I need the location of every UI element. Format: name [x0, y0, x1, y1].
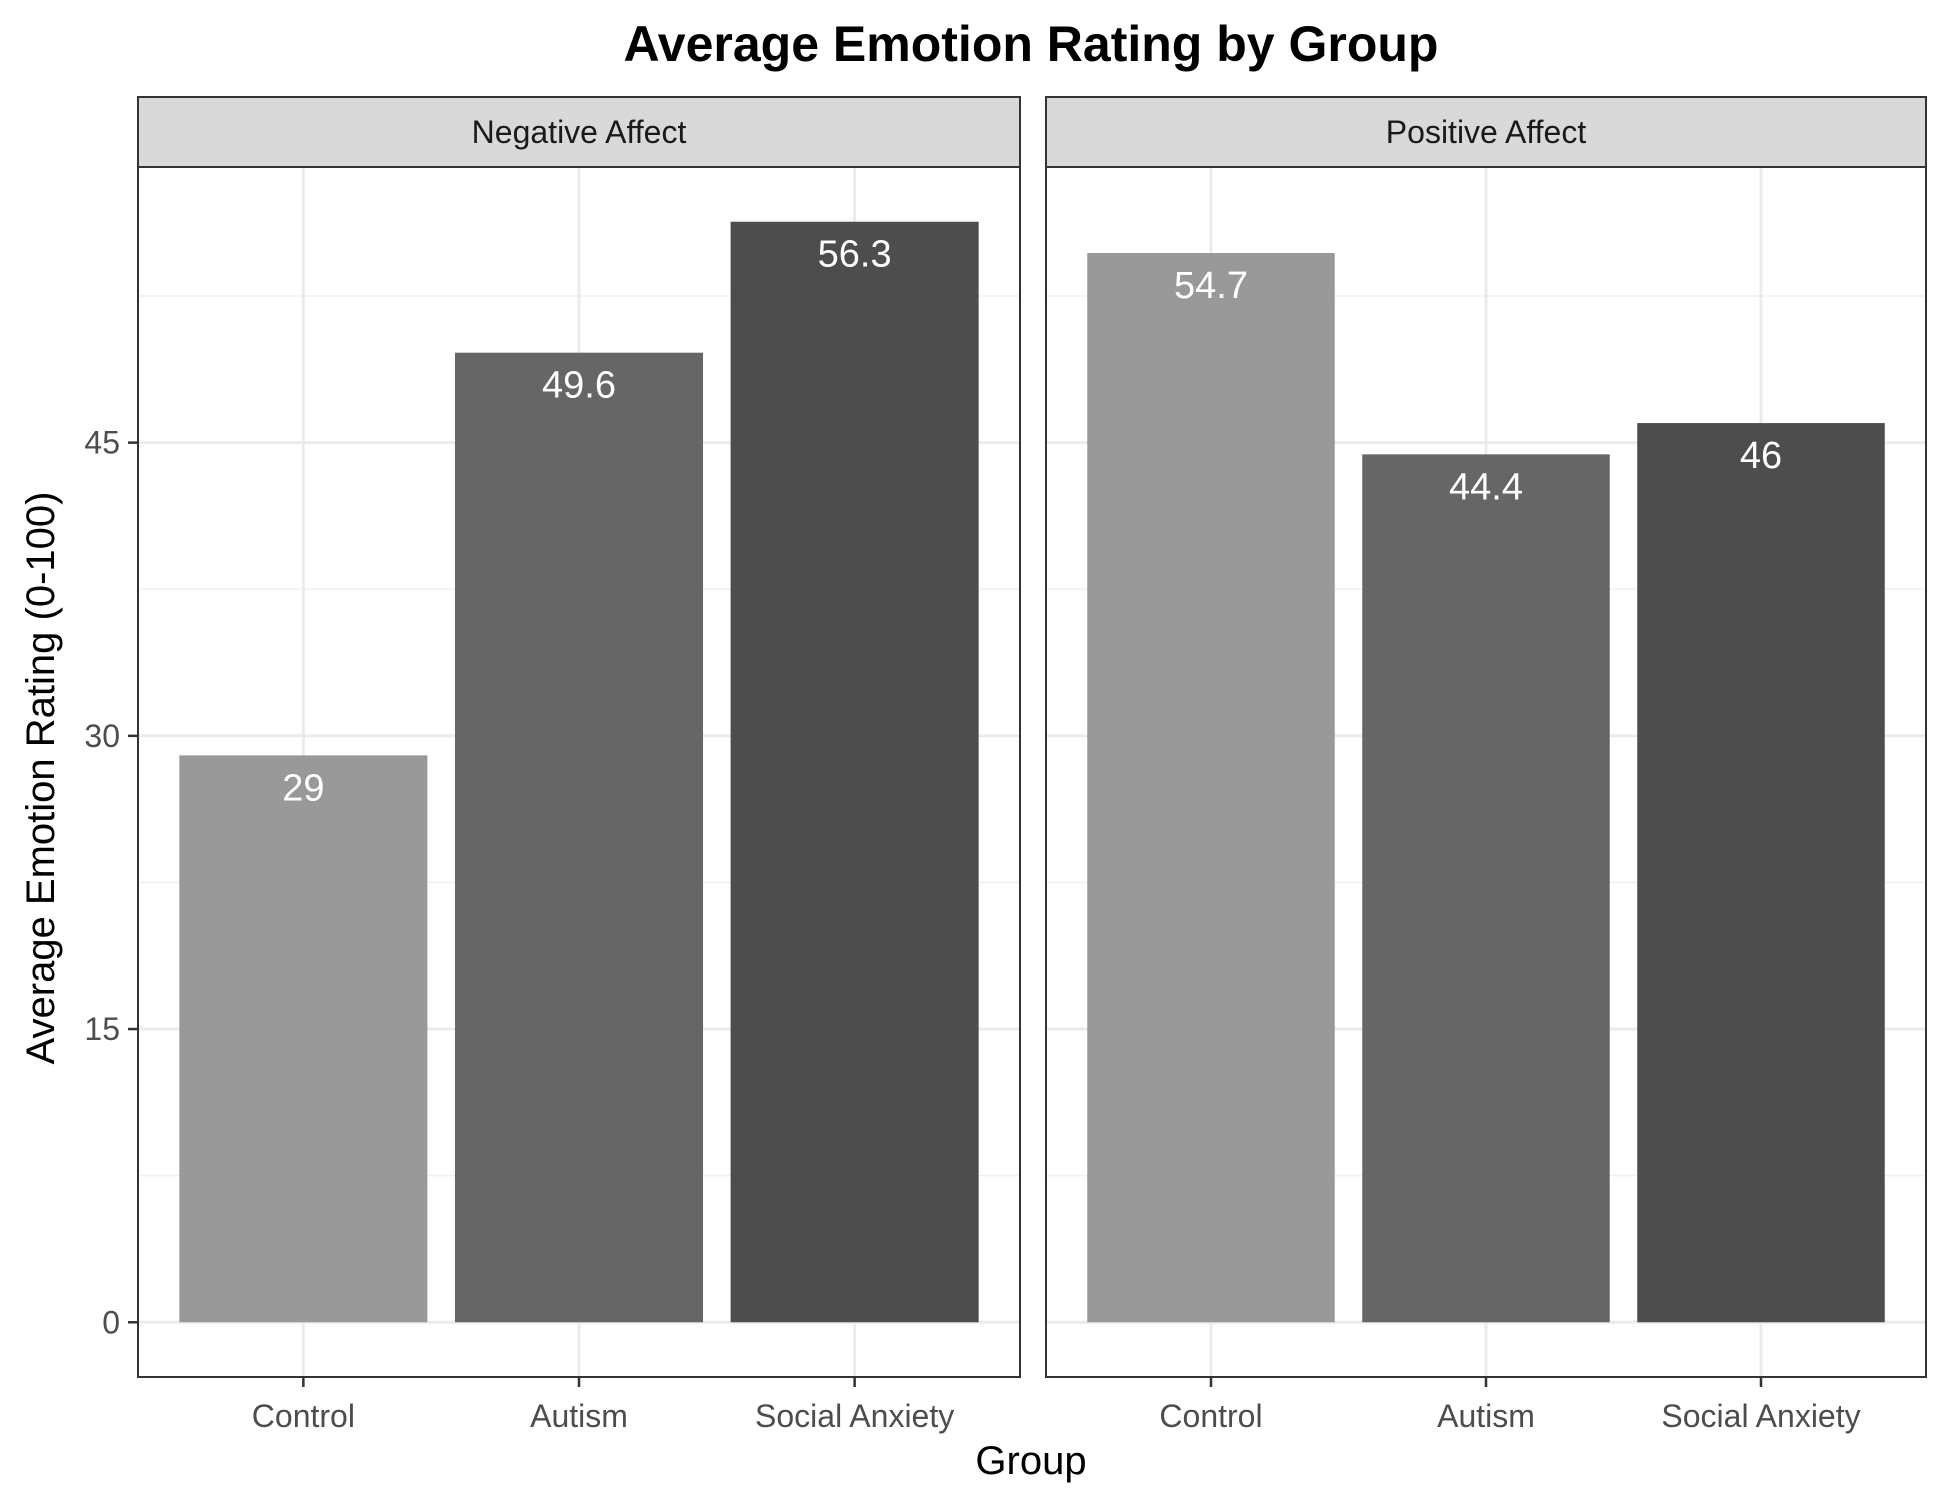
panel-2: 54.7 44.4 46 Positive Affect Control Autism So…	[1045, 96, 1927, 1434]
bar-value-label: 29	[282, 767, 324, 809]
facet-strip	[1045, 96, 1927, 168]
x-axis-title: Group	[975, 1439, 1086, 1483]
facet-strip-label: Positive Affect	[1386, 114, 1587, 150]
y-tick-label: 0	[102, 1304, 120, 1340]
bar-social-anxiety	[1637, 423, 1885, 1323]
bar-value-label: 54.7	[1174, 265, 1248, 307]
panel-1: 29 49.6 56.3 Negative Affect Control Autism So…	[84, 96, 1021, 1434]
y-axis-title: Average Emotion Rating (0-100)	[19, 492, 63, 1065]
chart-title: Average Emotion Rating by Group	[624, 16, 1439, 72]
facet-strip	[137, 96, 1021, 168]
y-tick-label: 15	[84, 1011, 120, 1047]
x-tick-label: Social Anxiety	[755, 1398, 954, 1434]
x-tick-label: Control	[252, 1398, 355, 1434]
y-tick-label: 45	[84, 425, 120, 461]
x-tick-label: Control	[1159, 1398, 1262, 1434]
y-tick-label: 30	[84, 718, 120, 754]
bar-value-label: 56.3	[818, 234, 892, 276]
panels: 29 49.6 56.3 Negative Affect Control Autism So…	[84, 96, 1927, 1434]
x-tick-label: Social Anxiety	[1661, 1398, 1860, 1434]
bar-control	[1087, 253, 1335, 1323]
bar-value-label: 44.4	[1449, 466, 1523, 508]
facet-strip-label: Negative Affect	[472, 114, 687, 150]
x-tick-label: Autism	[1437, 1398, 1535, 1434]
bar-value-label: 49.6	[542, 365, 616, 407]
x-tick-label: Autism	[530, 1398, 628, 1434]
bar-autism	[1362, 454, 1610, 1323]
bar-control	[179, 755, 428, 1323]
bar-social-anxiety	[730, 221, 979, 1323]
bar-autism	[454, 352, 704, 1323]
bar-value-label: 46	[1740, 435, 1782, 477]
